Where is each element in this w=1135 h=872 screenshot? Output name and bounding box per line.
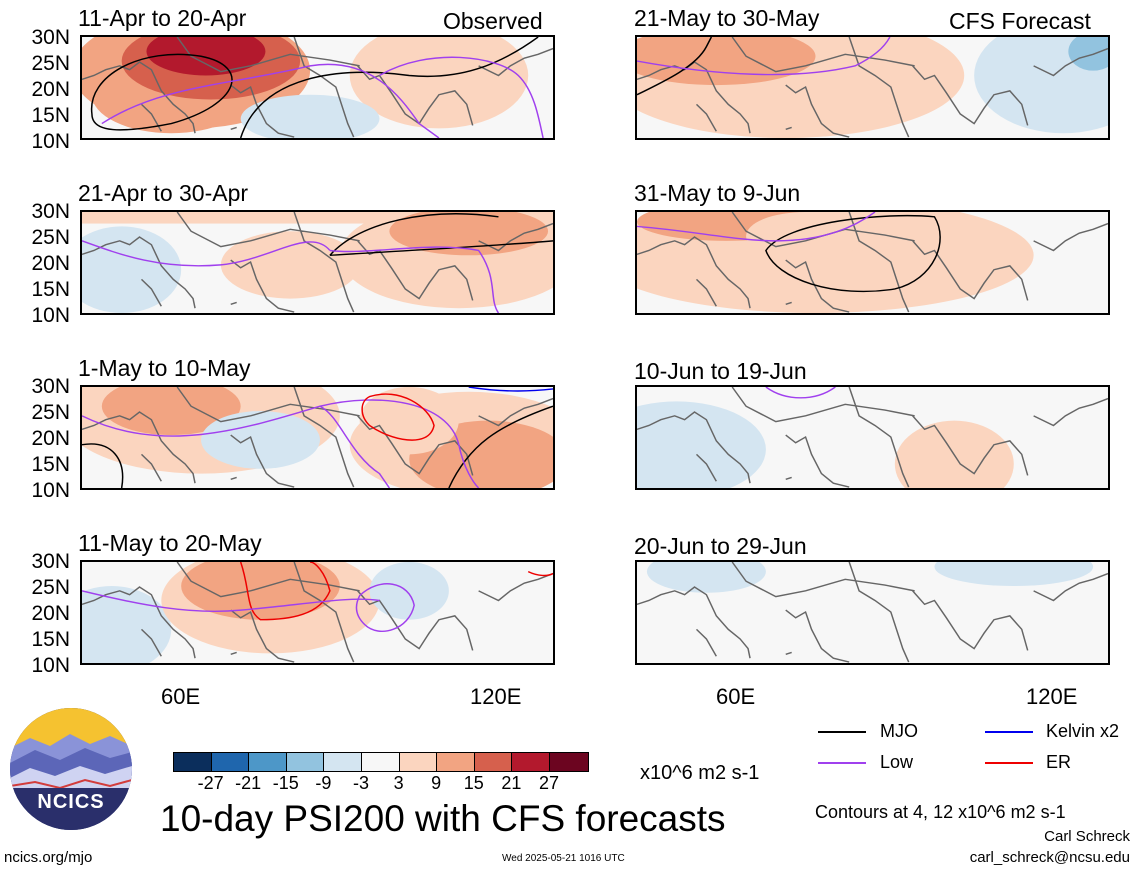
colorbar-tick-label: 15 [463,773,484,793]
colorbar-units: x10^6 m2 s-1 [640,762,760,784]
observed-label: Observed [443,8,543,34]
lon-label-obs-60e: 60E [161,684,201,709]
lat-label: 10N [31,654,70,677]
colorbar-tick-label: 21 [501,773,522,793]
lat-label: 20N [31,78,70,101]
map-panel-fcst-4 [635,560,1110,665]
lon-label-fcst-120e: 120E [1026,684,1078,709]
colorbar-tick-label: 3 [393,773,404,793]
map-panel-obs-3 [80,385,555,490]
colorbar-swatch [324,753,362,771]
author-email: carl_schreck@ncsu.edu [969,849,1130,866]
colorbar-tick-label: -27 [197,773,224,793]
colorbar-swatch [512,753,550,771]
colorbar-tick-label: 27 [538,773,560,793]
lon-label-obs-120e: 120E [470,684,522,709]
lat-label: 25N [31,401,70,424]
colorbar-swatch [399,753,438,771]
panel-title-fcst-3: 10-Jun to 19-Jun [634,358,807,384]
colorbar-swatch [474,753,513,771]
lat-label: 15N [31,104,70,127]
lat-label: 15N [31,278,70,301]
lat-label: 10N [31,479,70,502]
lat-label: 20N [31,427,70,450]
lat-label: 30N [31,375,70,398]
colorbar [173,752,589,772]
map-panel-fcst-2 [635,210,1110,315]
map-panel-obs-1 [80,35,555,140]
colorbar-swatch [249,753,287,771]
panel-title-obs-4: 11-May to 20-May [78,530,262,556]
logo-text: NCICS [37,791,105,813]
lat-label: 20N [31,252,70,275]
timestamp: Wed 2025-05-21 1016 UTC [502,853,625,864]
panel-title-obs-1: 11-Apr to 20-Apr [78,5,247,31]
lat-label: 15N [31,628,70,651]
panel-title-fcst-4: 20-Jun to 29-Jun [634,533,807,559]
legend-line-mjo [818,731,866,733]
colorbar-tick-label: 9 [431,773,442,793]
legend-label-mjo: MJO [880,721,918,741]
panel-title-obs-3: 1-May to 10-May [78,355,251,381]
lat-label: 15N [31,453,70,476]
colorbar-swatch [174,753,212,771]
lat-label: 20N [31,602,70,625]
map-panel-fcst-1 [635,35,1110,140]
map-panel-obs-2 [80,210,555,315]
colorbar-tick-label: -9 [315,773,332,793]
legend-line-er [985,762,1033,764]
lon-label-fcst-60e: 60E [716,684,756,709]
lat-label: 30N [31,200,70,223]
author-name: Carl Schreck [1044,828,1130,845]
colorbar-swatch [549,753,588,771]
panel-title-fcst-2: 31-May to 9-Jun [634,180,801,206]
lat-label: 25N [31,576,70,599]
lat-label: 10N [31,304,70,327]
map-panel-obs-4 [80,560,555,665]
forecast-label: CFS Forecast [949,8,1091,34]
lat-label: 30N [31,550,70,573]
lat-label: 25N [31,226,70,249]
legend-line-kelvin [985,731,1033,733]
contours-note: Contours at 4, 12 x10^6 m2 s-1 [815,802,1066,822]
panel-title-obs-2: 21-Apr to 30-Apr [78,180,249,206]
lat-label: 10N [31,130,70,153]
colorbar-tick-label: -21 [235,773,262,793]
colorbar-tick-label: -3 [352,773,369,793]
legend-label-kelvin: Kelvin x2 [1046,721,1120,741]
colorbar-swatch [211,753,250,771]
panel-title-fcst-1: 21-May to 30-May [634,5,820,31]
website-link[interactable]: ncics.org/mjo [4,849,93,866]
main-title: 10-day PSI200 with CFS forecasts [160,798,726,839]
lat-label: 25N [31,52,70,75]
legend-label-er: ER [1046,752,1072,772]
colorbar-swatch [437,753,475,771]
lat-label: 30N [31,26,70,49]
legend-label-low: Low [880,752,914,772]
ncics-logo: NCICS [10,708,132,830]
colorbar-tick-label: -15 [272,773,299,793]
legend-line-low [818,762,866,764]
colorbar-swatch [286,753,325,771]
colorbar-swatch [361,753,400,771]
map-panel-fcst-3 [635,385,1110,490]
